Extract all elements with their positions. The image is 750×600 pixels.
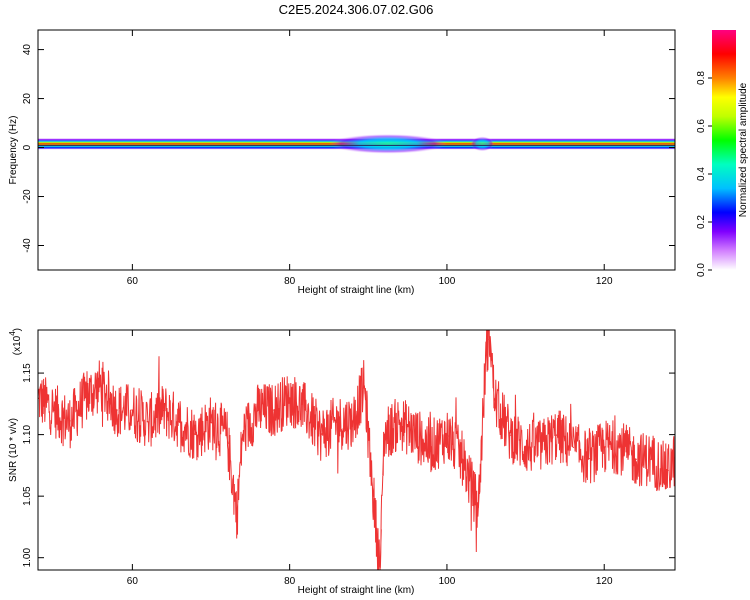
colorbar-label: Normalized spectral amplitude bbox=[738, 82, 749, 217]
y-tick-label: 40 bbox=[22, 44, 33, 56]
spectrogram-frame bbox=[37, 29, 676, 271]
spectrogram-band bbox=[38, 134, 675, 154]
x-tick-label: 60 bbox=[127, 276, 139, 287]
snr-y-label: SNR (10 * v/v) bbox=[8, 418, 19, 482]
y-tick-label: 0 bbox=[22, 144, 33, 150]
colorbar-tick-label: 0.0 bbox=[696, 263, 707, 277]
snr-y-ticks: 1.00 1.05 1.10 1.15 bbox=[22, 363, 675, 568]
spectrogram-x-ticks: 60 80 100 120 bbox=[127, 30, 613, 287]
colorbar-tick-label: 0.2 bbox=[696, 215, 707, 229]
band-blob bbox=[470, 136, 495, 152]
y-tick-label: 1.00 bbox=[22, 548, 33, 568]
x-tick-label: 60 bbox=[127, 576, 139, 587]
spectrogram-y-ticks: 40 20 0 -20 -40 bbox=[22, 44, 675, 253]
colorbar-tick-label: 0.6 bbox=[696, 119, 707, 133]
colorbar-tick-label: 0.4 bbox=[696, 167, 707, 181]
snr-series-line bbox=[38, 330, 675, 570]
snr-panel: 60 80 100 120 1.00 1.05 1.10 1.15 Height of st… bbox=[8, 328, 676, 596]
svg-text:(x104): (x104) bbox=[8, 328, 23, 355]
snr-frame bbox=[37, 329, 676, 571]
y-tick-label: 1.05 bbox=[22, 486, 33, 506]
y-tick-label: 1.15 bbox=[22, 363, 33, 383]
snr-x-ticks: 60 80 100 120 bbox=[127, 330, 613, 587]
spectrogram-x-label: Height of straight line (km) bbox=[298, 285, 415, 296]
x-tick-label: 100 bbox=[439, 576, 456, 587]
snr-y-multiplier: (x104) bbox=[8, 328, 23, 355]
band-blob bbox=[328, 134, 447, 154]
colorbar-tick-label: 0.8 bbox=[696, 71, 707, 85]
snr-x-label: Height of straight line (km) bbox=[298, 585, 415, 596]
x-tick-label: 120 bbox=[596, 576, 613, 587]
chart-title: C2E5.2024.306.07.02.G06 bbox=[279, 2, 434, 17]
spectrogram-panel: 60 80 100 120 40 20 0 -20 -40 Height of straigh… bbox=[8, 29, 676, 296]
colorbar-gradient bbox=[712, 30, 736, 270]
x-tick-label: 120 bbox=[596, 276, 613, 287]
y-tick-label: 1.10 bbox=[22, 424, 33, 444]
colorbar-ticks: 0.0 0.2 0.4 0.6 0.8 bbox=[696, 71, 712, 277]
x-tick-label: 100 bbox=[439, 276, 456, 287]
x-tick-label: 80 bbox=[284, 576, 296, 587]
x-tick-label: 80 bbox=[284, 276, 296, 287]
y-tick-label: 20 bbox=[22, 93, 33, 105]
colorbar: 0.0 0.2 0.4 0.6 0.8 Normalized spectral ampl… bbox=[696, 30, 749, 277]
y-tick-label: -40 bbox=[22, 238, 33, 253]
y-tick-label: -20 bbox=[22, 189, 33, 204]
spectrogram-y-label: Frequency (Hz) bbox=[8, 116, 19, 185]
